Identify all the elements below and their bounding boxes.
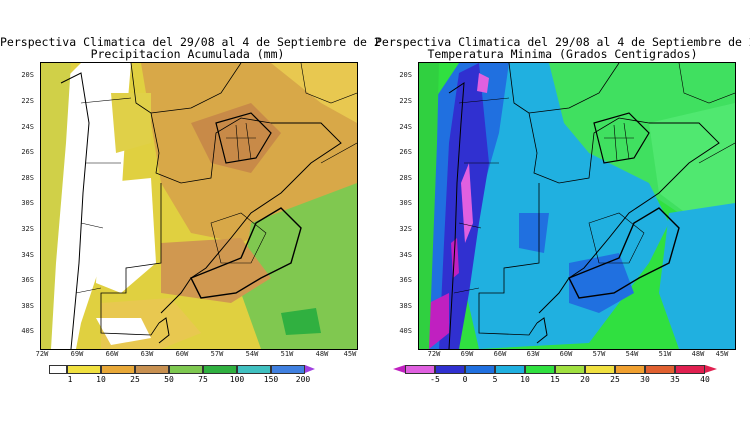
- map-subtitle: Temperatura Minima (Grados Centigrados): [427, 47, 698, 61]
- colorbar-swatch: [435, 365, 465, 374]
- colorbar-swatch: [555, 365, 585, 374]
- lat-label: 30S: [21, 199, 34, 207]
- lat-label: 24S: [399, 123, 412, 131]
- lon-label: 69W: [460, 350, 474, 358]
- colorbar-label: 50: [164, 375, 174, 384]
- precipitation-map-graphic: [41, 63, 357, 349]
- colorbar-label: 10: [520, 375, 530, 384]
- colorbar-label: 15: [550, 375, 560, 384]
- colorbar-swatch: [169, 365, 203, 374]
- colorbar-label: 150: [263, 375, 279, 384]
- lon-label: 48W: [691, 350, 705, 358]
- colorbar-label: 35: [670, 375, 680, 384]
- lat-label: 24S: [21, 123, 34, 131]
- colorbar-label: 20: [580, 375, 590, 384]
- colorbar-low-arrow: [393, 365, 405, 373]
- colorbar-swatch: [615, 365, 645, 374]
- map-title: Perspectiva Climatica del 29/08 al 4 de …: [0, 35, 381, 49]
- colorbar-label: -5: [430, 375, 440, 384]
- lon-label: 72W: [427, 350, 441, 358]
- precipitation-map-panel: Perspectiva Climatica del 29/08 al 4 de …: [0, 35, 381, 385]
- colorbar-swatch: [101, 365, 135, 374]
- lat-label: 32S: [399, 225, 412, 233]
- colorbar-swatch: [237, 365, 271, 374]
- lat-label: 28S: [399, 174, 412, 182]
- lat-label: 38S: [399, 302, 412, 310]
- colorbar-label: 25: [130, 375, 140, 384]
- colorbar-swatch: [495, 365, 525, 374]
- temperature-map: [418, 62, 736, 350]
- colorbar-high-arrow: [705, 365, 717, 373]
- lat-label: 22S: [399, 97, 412, 105]
- lon-label: 48W: [315, 350, 329, 358]
- lat-label: 34S: [399, 251, 412, 259]
- lat-label: 30S: [399, 199, 412, 207]
- lon-label: 72W: [35, 350, 49, 358]
- colorbar-label: 75: [198, 375, 208, 384]
- lat-label: 34S: [21, 251, 34, 259]
- temperature-map-graphic: [419, 63, 735, 349]
- temperature-colorbar: [393, 365, 743, 374]
- precipitation-map: [40, 62, 358, 350]
- colorbar-high-arrow: [305, 365, 315, 373]
- lat-label: 40S: [21, 327, 34, 335]
- colorbar-label: 10: [96, 375, 106, 384]
- map-title: Perspectiva Climatica del 29/08 al 4 de …: [375, 35, 750, 49]
- colorbar-swatch: [67, 365, 101, 374]
- lat-label: 20S: [399, 71, 412, 79]
- colorbar-swatch: [405, 365, 435, 374]
- colorbar-label: 25: [610, 375, 620, 384]
- lon-label: 66W: [105, 350, 119, 358]
- lon-label: 57W: [210, 350, 224, 358]
- lat-label: 38S: [21, 302, 34, 310]
- colorbar-label: 40: [700, 375, 710, 384]
- lon-label: 69W: [70, 350, 84, 358]
- lon-label: 63W: [140, 350, 154, 358]
- lon-label: 66W: [493, 350, 507, 358]
- lon-label: 54W: [245, 350, 259, 358]
- map-subtitle: Precipitacion Acumulada (mm): [90, 47, 285, 61]
- lon-label: 51W: [280, 350, 294, 358]
- colorbar-swatch: [49, 365, 67, 374]
- colorbar-label: 30: [640, 375, 650, 384]
- lat-label: 32S: [21, 225, 34, 233]
- colorbar-label: 5: [492, 375, 498, 384]
- lon-label: 60W: [175, 350, 189, 358]
- lat-label: 26S: [399, 148, 412, 156]
- lon-label: 63W: [526, 350, 540, 358]
- lat-label: 20S: [21, 71, 34, 79]
- colorbar-swatch: [203, 365, 237, 374]
- lat-label: 36S: [399, 276, 412, 284]
- lon-label: 51W: [658, 350, 672, 358]
- lon-label: 57W: [592, 350, 606, 358]
- colorbar-swatch: [465, 365, 495, 374]
- colorbar-swatch: [525, 365, 555, 374]
- colorbar-label: 0: [462, 375, 468, 384]
- colorbar-low-arrow: [40, 365, 49, 373]
- lat-label: 40S: [399, 327, 412, 335]
- colorbar-swatch: [675, 365, 705, 374]
- lat-label: 28S: [21, 174, 34, 182]
- lat-label: 26S: [21, 148, 34, 156]
- colorbar-swatch: [585, 365, 615, 374]
- lat-label: 36S: [21, 276, 34, 284]
- colorbar-swatch: [645, 365, 675, 374]
- precipitation-colorbar: [40, 365, 340, 374]
- colorbar-label: 100: [229, 375, 245, 384]
- lon-label: 60W: [559, 350, 573, 358]
- colorbar-swatch: [271, 365, 305, 374]
- lon-label: 45W: [715, 350, 729, 358]
- lon-label: 54W: [625, 350, 639, 358]
- colorbar-label: 200: [295, 375, 311, 384]
- colorbar-swatch: [135, 365, 169, 374]
- colorbar-label: 1: [67, 375, 73, 384]
- temperature-map-panel: Perspectiva Climatica del 29/08 al 4 de …: [375, 0, 750, 422]
- lat-label: 22S: [21, 97, 34, 105]
- lon-label: 45W: [343, 350, 357, 358]
